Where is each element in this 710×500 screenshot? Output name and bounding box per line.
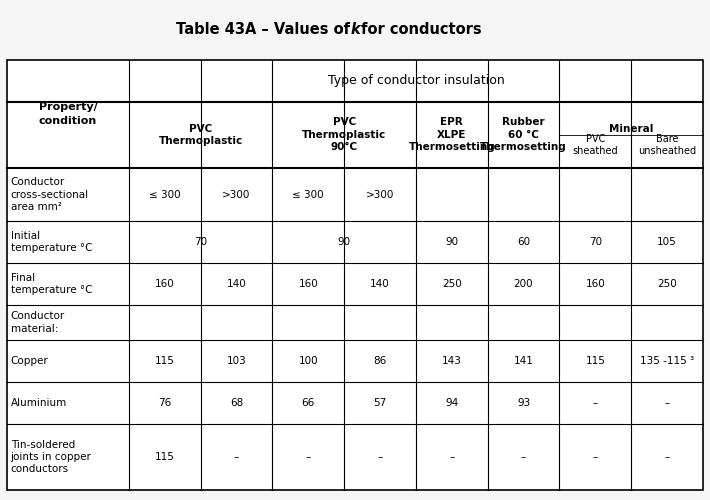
Text: 135 -115 ³: 135 -115 ³	[640, 356, 694, 366]
Text: >300: >300	[366, 190, 394, 200]
Bar	[7, 60, 703, 490]
Text: 103: 103	[226, 356, 246, 366]
Text: –: –	[305, 452, 311, 462]
Text: 160: 160	[585, 279, 605, 289]
Text: Initial
temperature °C: Initial temperature °C	[11, 231, 92, 254]
Text: –: –	[378, 452, 383, 462]
Text: 160: 160	[155, 279, 175, 289]
Text: Conductor
cross-sectional
area mm²: Conductor cross-sectional area mm²	[11, 177, 89, 212]
Text: 93: 93	[517, 398, 530, 408]
Text: 70: 70	[194, 237, 207, 247]
Text: Table 43A – Values of: Table 43A – Values of	[176, 22, 355, 38]
Text: 140: 140	[226, 279, 246, 289]
Text: –: –	[521, 452, 526, 462]
Text: Conductor
material:: Conductor material:	[11, 312, 65, 334]
Text: Copper: Copper	[11, 356, 48, 366]
Text: Aluminium: Aluminium	[11, 398, 67, 408]
Text: 115: 115	[585, 356, 605, 366]
Text: 115: 115	[155, 356, 175, 366]
Text: –: –	[449, 452, 454, 462]
Text: 115: 115	[155, 452, 175, 462]
Text: 68: 68	[230, 398, 243, 408]
Text: Tin-soldered
joints in copper
conductors: Tin-soldered joints in copper conductors	[11, 440, 92, 474]
Text: –: –	[665, 398, 670, 408]
Text: 250: 250	[657, 279, 677, 289]
Text: 94: 94	[445, 398, 459, 408]
Text: 140: 140	[370, 279, 390, 289]
Text: 105: 105	[657, 237, 677, 247]
Text: PVC
Thermoplastic: PVC Thermoplastic	[158, 124, 243, 146]
Text: 70: 70	[589, 237, 602, 247]
Text: 160: 160	[298, 279, 318, 289]
Text: 86: 86	[373, 356, 387, 366]
Text: –: –	[665, 452, 670, 462]
Text: ≤ 300: ≤ 300	[293, 190, 324, 200]
Text: for conductors: for conductors	[356, 22, 481, 38]
Text: 57: 57	[373, 398, 387, 408]
Text: ≤ 300: ≤ 300	[149, 190, 180, 200]
Text: 100: 100	[298, 356, 318, 366]
Text: Rubber
60 °C
Thermosetting: Rubber 60 °C Thermosetting	[480, 118, 567, 152]
Text: Final
temperature °C: Final temperature °C	[11, 272, 92, 295]
Text: 76: 76	[158, 398, 171, 408]
Text: 90: 90	[445, 237, 459, 247]
Text: EPR
XLPE
Thermosetting: EPR XLPE Thermosetting	[408, 118, 495, 152]
Text: 141: 141	[513, 356, 533, 366]
Text: >300: >300	[222, 190, 251, 200]
Text: 250: 250	[442, 279, 462, 289]
Text: –: –	[234, 452, 239, 462]
Text: Bare
unsheathed: Bare unsheathed	[638, 134, 696, 156]
Text: 200: 200	[514, 279, 533, 289]
Text: Mineral: Mineral	[609, 124, 653, 134]
Text: PVC
sheathed: PVC sheathed	[572, 134, 618, 156]
Text: –: –	[593, 452, 598, 462]
Text: 143: 143	[442, 356, 462, 366]
Text: 90: 90	[337, 237, 351, 247]
Text: –: –	[593, 398, 598, 408]
Text: Type of conductor insulation: Type of conductor insulation	[327, 74, 504, 88]
Text: Property/
condition: Property/ condition	[38, 102, 97, 126]
Text: 66: 66	[302, 398, 315, 408]
Text: k: k	[350, 22, 360, 38]
Text: 60: 60	[517, 237, 530, 247]
Text: PVC
Thermoplastic
90°C: PVC Thermoplastic 90°C	[302, 118, 386, 152]
